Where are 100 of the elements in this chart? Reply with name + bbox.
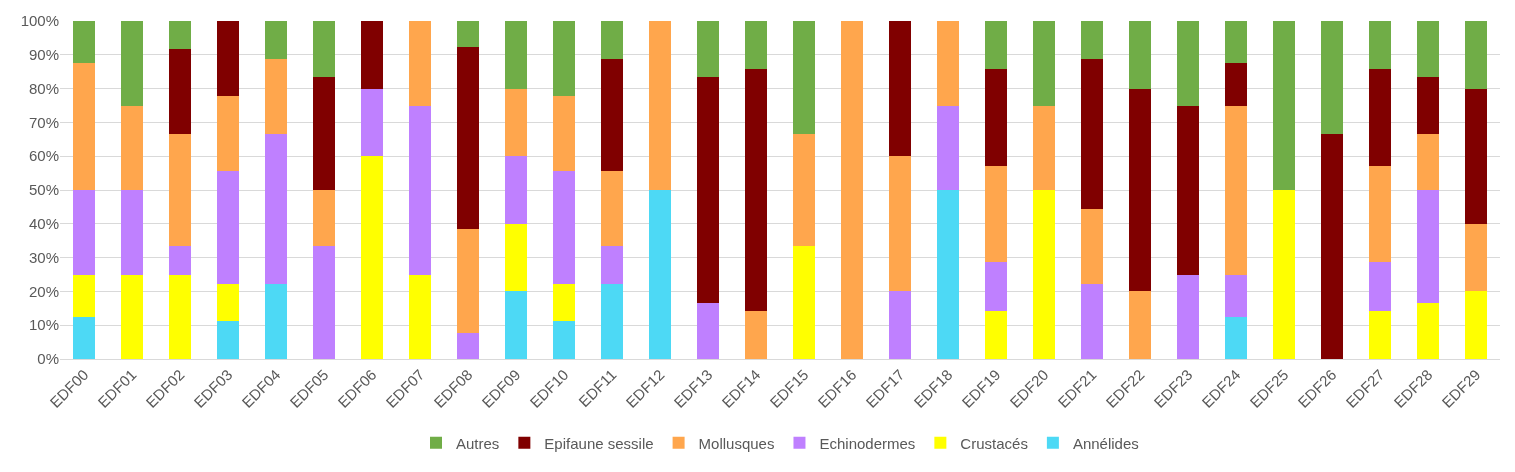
bar xyxy=(985,310,1007,359)
bar xyxy=(1369,69,1391,166)
bar xyxy=(457,332,479,359)
bar xyxy=(601,58,623,172)
legend-label: Epifaune sessile xyxy=(544,434,654,452)
y-tick-label: 100% xyxy=(20,12,59,30)
bar xyxy=(1225,21,1247,64)
bar xyxy=(265,58,287,134)
bar xyxy=(985,165,1007,263)
bar xyxy=(553,21,575,97)
bar xyxy=(937,190,959,359)
bar xyxy=(457,47,479,229)
bar xyxy=(1369,262,1391,311)
bar xyxy=(1321,133,1343,359)
y-tick-label: 30% xyxy=(28,248,59,266)
bar xyxy=(1369,21,1391,69)
bar xyxy=(793,246,815,359)
bar xyxy=(1369,310,1391,359)
bar xyxy=(121,190,143,275)
bar xyxy=(553,171,575,284)
bar xyxy=(505,156,527,224)
bar xyxy=(1369,165,1391,263)
bar xyxy=(73,190,95,275)
bar xyxy=(553,283,575,322)
bar xyxy=(649,21,671,190)
bar xyxy=(889,291,911,359)
bar xyxy=(505,88,527,157)
bar xyxy=(73,316,95,359)
bar xyxy=(745,21,767,70)
bar xyxy=(1225,274,1247,317)
bar xyxy=(217,171,239,284)
legend-label: Mollusques xyxy=(698,434,775,452)
bar xyxy=(985,69,1007,166)
bar xyxy=(1225,105,1247,275)
legend-label: Echinodermes xyxy=(819,434,916,452)
bar xyxy=(217,21,239,97)
bar xyxy=(169,133,191,247)
bar xyxy=(217,96,239,172)
bar xyxy=(73,21,95,64)
bar xyxy=(409,274,431,359)
bar xyxy=(649,190,671,359)
bar xyxy=(1465,223,1487,292)
y-tick-label: 80% xyxy=(28,79,59,97)
bar xyxy=(985,262,1007,311)
bar xyxy=(265,21,287,59)
bar xyxy=(121,274,143,359)
bar xyxy=(1273,190,1295,359)
bar xyxy=(265,133,287,284)
y-tick-label: 50% xyxy=(28,181,59,199)
bar xyxy=(1417,302,1439,359)
bar xyxy=(1081,283,1103,359)
bar xyxy=(73,63,95,190)
bar xyxy=(1225,63,1247,106)
bar xyxy=(1417,21,1439,78)
bar xyxy=(1273,21,1295,190)
y-tick-label: 60% xyxy=(28,147,59,165)
bar xyxy=(745,69,767,311)
bar xyxy=(1321,21,1343,134)
y-tick-label: 40% xyxy=(28,215,59,233)
bar xyxy=(1081,208,1103,284)
bar xyxy=(169,49,191,134)
bar xyxy=(697,21,719,78)
bar xyxy=(361,156,383,359)
bar xyxy=(169,274,191,359)
bar xyxy=(793,133,815,247)
bar xyxy=(1129,88,1151,292)
legend-label: Autres xyxy=(456,434,500,452)
bar xyxy=(1177,21,1199,106)
bar xyxy=(1417,77,1439,134)
bar xyxy=(601,246,623,284)
legend-label: Crustacés xyxy=(960,434,1028,452)
bar xyxy=(1081,21,1103,59)
bar xyxy=(1417,133,1439,190)
bar xyxy=(601,171,623,247)
bar xyxy=(313,21,335,78)
bar xyxy=(361,21,383,89)
bar xyxy=(313,246,335,359)
bar xyxy=(409,21,431,106)
bar xyxy=(361,88,383,157)
bar xyxy=(553,96,575,172)
bar xyxy=(1177,105,1199,275)
bar xyxy=(745,310,767,359)
y-tick-label: 10% xyxy=(28,316,59,334)
y-tick-label: 70% xyxy=(28,113,59,131)
bar xyxy=(1033,21,1055,106)
bar xyxy=(505,291,527,359)
bar xyxy=(937,21,959,106)
bar xyxy=(1465,21,1487,89)
legend-label: Annélides xyxy=(1072,434,1139,452)
y-tick-label: 0% xyxy=(37,350,59,368)
bar xyxy=(217,283,239,322)
bar xyxy=(457,228,479,333)
bar xyxy=(697,302,719,359)
bar xyxy=(169,246,191,275)
bar xyxy=(1129,21,1151,89)
bar xyxy=(1177,274,1199,359)
y-tick-label: 20% xyxy=(28,282,59,300)
bar xyxy=(121,21,143,106)
bar xyxy=(1033,105,1055,190)
bar xyxy=(409,105,431,275)
